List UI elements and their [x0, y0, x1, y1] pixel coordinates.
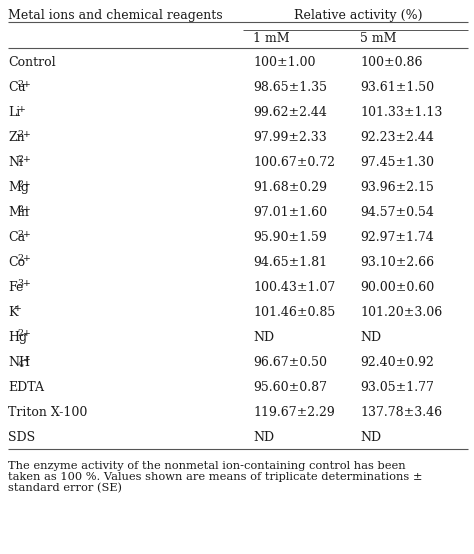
Text: 92.97±1.74: 92.97±1.74	[360, 231, 434, 244]
Text: Co: Co	[8, 256, 25, 269]
Text: 4: 4	[18, 360, 23, 369]
Text: 1 mM: 1 mM	[253, 32, 290, 44]
Text: Mn: Mn	[8, 206, 29, 219]
Text: ND: ND	[253, 331, 274, 344]
Text: Hg: Hg	[8, 331, 27, 344]
Text: Triton X-100: Triton X-100	[8, 406, 87, 419]
Text: 91.68±0.29: 91.68±0.29	[253, 181, 327, 194]
Text: 5 mM: 5 mM	[360, 32, 396, 44]
Text: 99.62±2.44: 99.62±2.44	[253, 106, 327, 119]
Text: 100.67±0.72: 100.67±0.72	[253, 156, 335, 169]
Text: Ni: Ni	[8, 156, 23, 169]
Text: 97.99±2.33: 97.99±2.33	[253, 131, 327, 144]
Text: Mg: Mg	[8, 181, 29, 194]
Text: 93.96±2.15: 93.96±2.15	[360, 181, 434, 194]
Text: 97.01±1.60: 97.01±1.60	[253, 206, 327, 219]
Text: 2+: 2+	[18, 179, 31, 189]
Text: 97.45±1.30: 97.45±1.30	[360, 156, 434, 169]
Text: 100.43±1.07: 100.43±1.07	[253, 281, 335, 294]
Text: 92.40±0.92: 92.40±0.92	[360, 356, 434, 369]
Text: 119.67±2.29: 119.67±2.29	[253, 406, 335, 419]
Text: 2+: 2+	[18, 254, 31, 264]
Text: The enzyme activity of the nonmetal ion-containing control has been: The enzyme activity of the nonmetal ion-…	[8, 461, 406, 471]
Text: Control: Control	[8, 57, 55, 69]
Text: taken as 100 %. Values shown are means of triplicate determinations ±: taken as 100 %. Values shown are means o…	[8, 472, 422, 482]
Text: EDTA: EDTA	[8, 381, 44, 394]
Text: 96.67±0.50: 96.67±0.50	[253, 356, 327, 369]
Text: 94.57±0.54: 94.57±0.54	[360, 206, 434, 219]
Text: 101.46±0.85: 101.46±0.85	[253, 306, 335, 319]
Text: 137.78±3.46: 137.78±3.46	[360, 406, 442, 419]
Text: 92.23±2.44: 92.23±2.44	[360, 131, 434, 144]
Text: SDS: SDS	[8, 430, 35, 444]
Text: 101.20±3.06: 101.20±3.06	[360, 306, 442, 319]
Text: NH: NH	[8, 356, 30, 369]
Text: 101.33±1.13: 101.33±1.13	[360, 106, 442, 119]
Text: K: K	[8, 306, 18, 319]
Text: 95.90±1.59: 95.90±1.59	[253, 231, 327, 244]
Text: ND: ND	[360, 430, 381, 444]
Text: Cu: Cu	[8, 81, 26, 94]
Text: 3+: 3+	[18, 279, 31, 289]
Text: 90.00±0.60: 90.00±0.60	[360, 281, 434, 294]
Text: +: +	[22, 355, 29, 364]
Text: Metal ions and chemical reagents: Metal ions and chemical reagents	[8, 9, 223, 23]
Text: 94.65±1.81: 94.65±1.81	[253, 256, 327, 269]
Text: 2+: 2+	[18, 80, 31, 89]
Text: 93.05±1.77: 93.05±1.77	[360, 381, 434, 394]
Text: standard error (SE): standard error (SE)	[8, 484, 122, 494]
Text: 93.61±1.50: 93.61±1.50	[360, 81, 434, 94]
Text: 2+: 2+	[18, 329, 31, 338]
Text: ND: ND	[253, 430, 274, 444]
Text: 2+: 2+	[18, 204, 31, 214]
Text: 100±0.86: 100±0.86	[360, 57, 422, 69]
Text: ND: ND	[360, 331, 381, 344]
Text: 95.60±0.87: 95.60±0.87	[253, 381, 327, 394]
Text: 93.10±2.66: 93.10±2.66	[360, 256, 434, 269]
Text: Relative activity (%): Relative activity (%)	[294, 9, 422, 23]
Text: 2+: 2+	[18, 155, 31, 164]
Text: Ca: Ca	[8, 231, 25, 244]
Text: +: +	[18, 105, 25, 114]
Text: 2+: 2+	[18, 229, 31, 239]
Text: 98.65±1.35: 98.65±1.35	[253, 81, 327, 94]
Text: Zn: Zn	[8, 131, 25, 144]
Text: Li: Li	[8, 106, 20, 119]
Text: +: +	[13, 304, 21, 314]
Text: 2+: 2+	[18, 130, 31, 139]
Text: 100±1.00: 100±1.00	[253, 57, 316, 69]
Text: Fe: Fe	[8, 281, 23, 294]
